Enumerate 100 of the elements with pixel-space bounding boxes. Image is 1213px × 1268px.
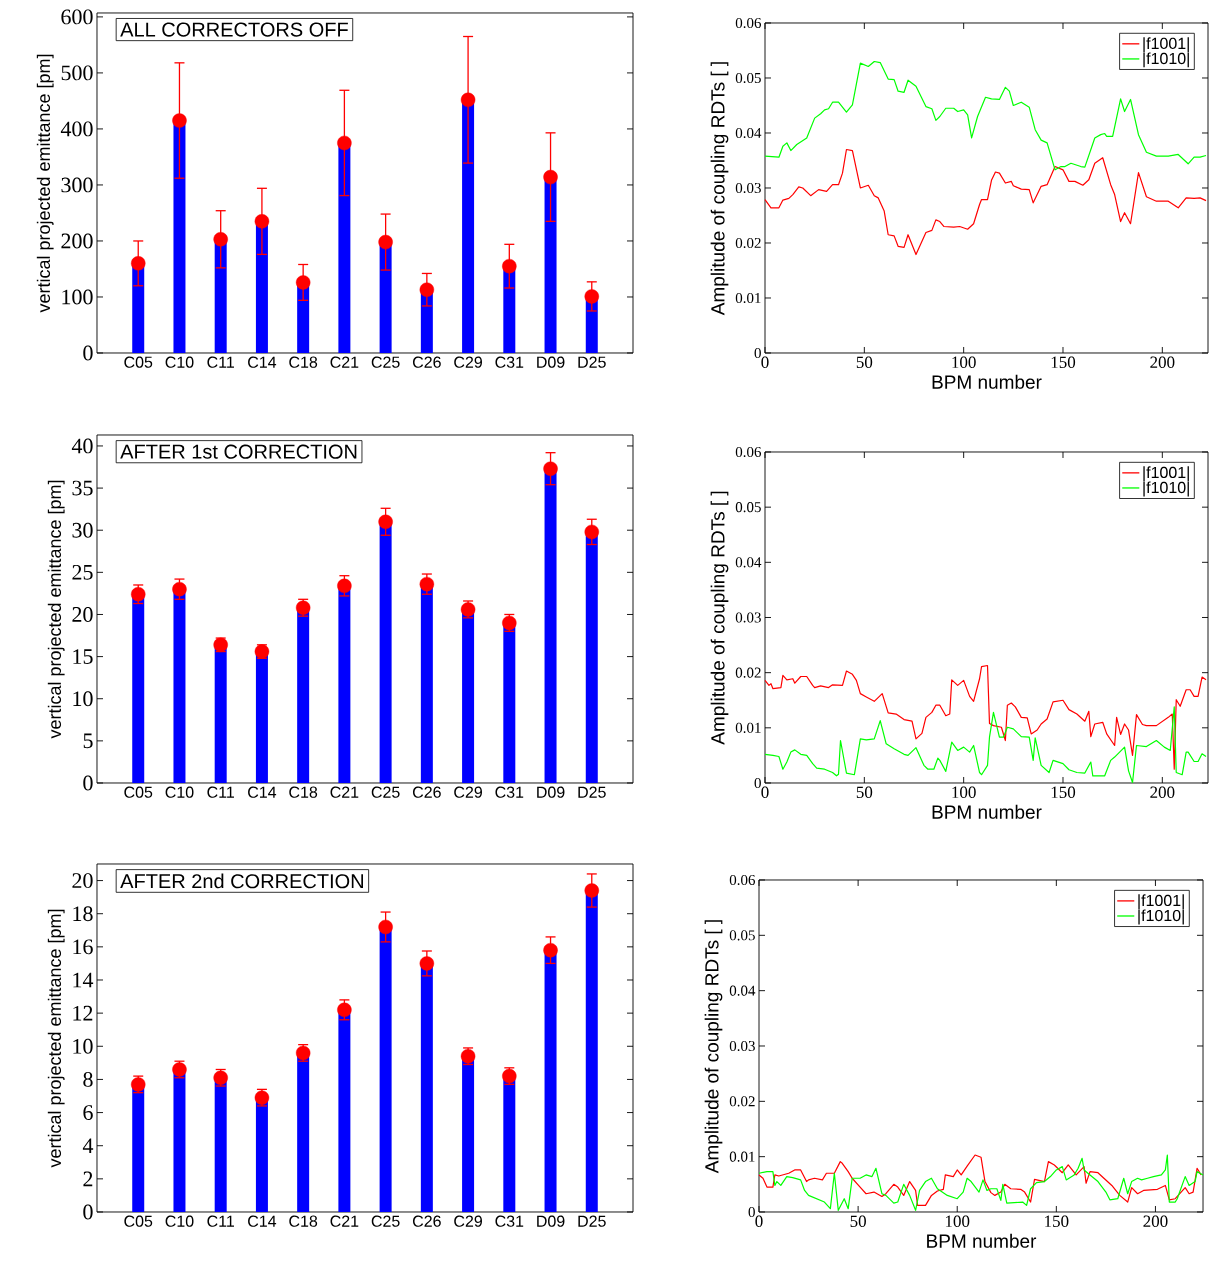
- x-tick-label: C14: [248, 356, 277, 368]
- y-axis-title: vertical projected emittance [pm]: [47, 480, 65, 739]
- y-tick-label: 18: [73, 906, 93, 922]
- x-tick-label: C21: [330, 1215, 359, 1227]
- y-tick-label: 100: [62, 289, 93, 305]
- line-series: [764, 706, 1207, 784]
- y-axis-title: vertical projected emittance [pm]: [36, 54, 54, 313]
- y-tick-label: 40: [71, 438, 93, 454]
- point: [337, 135, 352, 151]
- y-tick-label: 6: [83, 1105, 93, 1120]
- x-tick-label: C05: [124, 786, 153, 798]
- y-tick-label: 20: [72, 873, 93, 888]
- y-tick-label: 500: [61, 65, 93, 81]
- point: [502, 258, 517, 274]
- y-tick-label: 0.04: [735, 557, 762, 568]
- x-tick-label: C11: [207, 1215, 234, 1227]
- x-tick-label: 100: [952, 356, 976, 368]
- y-axis-title: Amplitude of coupling RDTs [ ]: [710, 491, 729, 745]
- point: [131, 256, 146, 271]
- x-tick-label: C05: [124, 1215, 153, 1227]
- x-tick-label: 50: [856, 786, 873, 798]
- x-tick-label: C21: [330, 786, 359, 798]
- y-tick-label: 0.04: [729, 985, 756, 996]
- x-tick-label: C26: [412, 356, 441, 368]
- y-tick-label: 5: [83, 733, 93, 749]
- legend-label: |f1001|: [1143, 466, 1189, 482]
- y-tick-label: 0.05: [735, 72, 761, 84]
- y-tick-label: 10: [73, 1038, 93, 1054]
- y-axis-title: Amplitude of coupling RDTs [ ]: [710, 62, 729, 316]
- y-tick-label: 10: [73, 691, 93, 707]
- y-tick-label: 0.02: [729, 1096, 755, 1107]
- x-tick-label: C29: [454, 356, 482, 368]
- legend-label: |f1010|: [1143, 52, 1189, 68]
- y-tick-label: 35: [72, 480, 93, 496]
- x-tick-label: C10: [165, 356, 194, 368]
- x-tick-label: 100: [952, 786, 976, 798]
- point: [378, 919, 393, 935]
- point: [419, 956, 435, 971]
- point: [172, 113, 187, 128]
- y-tick-label: 0: [754, 347, 761, 359]
- x-tick-label: D25: [578, 1215, 606, 1227]
- x-tick-label: D25: [578, 356, 606, 368]
- point: [378, 514, 393, 529]
- x-tick-label: 200: [1150, 356, 1175, 368]
- x-tick-label: C18: [289, 356, 318, 368]
- x-tick-label: 50: [850, 1215, 866, 1228]
- point: [543, 942, 558, 958]
- point: [419, 282, 435, 297]
- y-tick-label: 25: [72, 564, 93, 580]
- x-tick-label: C31: [495, 1215, 524, 1227]
- legend-label: |f1001|: [1138, 894, 1184, 910]
- chart-title: AFTER 1st CORRECTION: [120, 444, 357, 459]
- y-tick-label: 0.02: [735, 667, 761, 678]
- chart-title: AFTER 2nd CORRECTION: [120, 873, 363, 889]
- x-tick-label: C29: [454, 1215, 482, 1227]
- y-tick-label: 16: [73, 939, 93, 955]
- x-tick-label: C25: [371, 356, 400, 368]
- y-axis-title: Amplitude of coupling RDTs [ ]: [704, 920, 723, 1174]
- chart-title: ALL CORRECTORS OFF: [120, 22, 348, 37]
- x-tick-label: C18: [289, 786, 318, 798]
- y-tick-label: 0.01: [729, 1151, 755, 1162]
- point: [584, 883, 599, 898]
- point: [543, 169, 558, 185]
- point: [584, 289, 599, 304]
- x-tick-label: C11: [207, 356, 234, 368]
- x-tick-label: D09: [537, 356, 565, 368]
- x-tick-label: C25: [371, 1215, 400, 1227]
- y-tick-label: 0.03: [735, 612, 761, 623]
- line-series: [764, 148, 1207, 256]
- y-tick-label: 20: [72, 607, 93, 622]
- x-tick-label: C10: [165, 786, 194, 798]
- y-tick-label: 200: [61, 233, 93, 249]
- y-tick-label: 0: [754, 777, 761, 789]
- y-tick-label: 0.05: [729, 930, 755, 941]
- legend-label: |f1010|: [1138, 909, 1184, 925]
- y-tick-label: 0.06: [735, 446, 762, 458]
- y-tick-label: 0.03: [729, 1040, 755, 1052]
- y-tick-label: 2: [83, 1171, 93, 1187]
- point: [254, 214, 270, 229]
- x-axis-title: BPM number: [927, 1233, 1037, 1248]
- x-tick-label: D09: [537, 786, 565, 798]
- y-tick-label: 0: [748, 1206, 755, 1218]
- y-tick-label: 0.01: [735, 292, 761, 304]
- y-tick-label: 12: [73, 1005, 93, 1021]
- y-tick-label: 0.01: [735, 722, 761, 733]
- x-tick-label: C31: [495, 356, 524, 368]
- x-tick-label: 200: [1143, 1215, 1168, 1228]
- x-axis-title: BPM number: [932, 804, 1042, 819]
- y-tick-label: 0.06: [735, 17, 762, 29]
- x-tick-label: C29: [454, 786, 482, 798]
- point: [584, 524, 599, 540]
- point: [295, 275, 311, 290]
- y-tick-label: 15: [73, 649, 93, 664]
- x-tick-label: 100: [945, 1215, 970, 1228]
- y-tick-label: 0.06: [729, 874, 756, 886]
- x-tick-label: D09: [537, 1215, 565, 1227]
- x-tick-label: C10: [165, 1215, 194, 1227]
- x-tick-label: 150: [1051, 786, 1076, 798]
- x-axis-title: BPM number: [932, 374, 1042, 389]
- point: [543, 461, 558, 476]
